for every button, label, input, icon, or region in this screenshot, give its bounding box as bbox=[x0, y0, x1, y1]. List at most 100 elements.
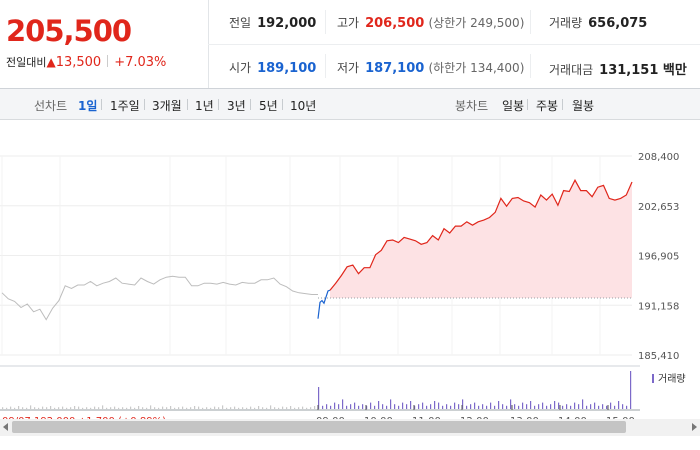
volume-bar bbox=[130, 406, 132, 409]
volume-bar bbox=[430, 404, 432, 409]
volume-bar bbox=[246, 407, 248, 409]
divider bbox=[250, 99, 251, 110]
low-value: 187,100 bbox=[365, 61, 425, 76]
prev-close: 전일 192,000 bbox=[229, 14, 316, 31]
divider bbox=[187, 99, 188, 110]
divider bbox=[107, 55, 109, 67]
volume-bar bbox=[270, 405, 272, 409]
tab-1week[interactable]: 1주일 bbox=[110, 99, 140, 113]
volume-bar bbox=[190, 407, 192, 409]
volume-bar bbox=[22, 407, 24, 409]
volume-bar bbox=[358, 405, 360, 409]
volume-bar bbox=[526, 404, 528, 409]
volume-bar bbox=[206, 407, 208, 409]
volume-bar bbox=[374, 405, 376, 409]
volume-bar bbox=[394, 404, 396, 409]
volume-bar bbox=[510, 399, 512, 409]
volume-bar bbox=[62, 406, 64, 409]
volume-bar bbox=[594, 402, 596, 409]
volume-bar bbox=[582, 399, 584, 409]
volume-bar bbox=[542, 402, 544, 409]
volume-bar bbox=[506, 405, 508, 409]
scrollbar-thumb[interactable] bbox=[12, 421, 626, 433]
tab-3month[interactable]: 3개월 bbox=[152, 99, 182, 113]
volume-bar bbox=[466, 405, 468, 409]
volume-bar bbox=[162, 406, 164, 409]
divider bbox=[144, 99, 145, 110]
scroll-left-icon[interactable] bbox=[3, 423, 8, 431]
volume-bar bbox=[602, 404, 604, 409]
volume-bar bbox=[422, 402, 424, 409]
volume-bar bbox=[530, 401, 532, 409]
change-label: 전일대비 bbox=[6, 56, 47, 69]
volume-bar bbox=[314, 406, 316, 409]
volume-bar bbox=[610, 402, 612, 409]
line-chart-title: 선차트 bbox=[34, 99, 68, 113]
volume-bar bbox=[150, 405, 152, 409]
tab-daily[interactable]: 일봉 bbox=[502, 99, 525, 113]
volume-bar bbox=[398, 405, 400, 409]
volume-bar bbox=[126, 407, 128, 409]
volume-bar bbox=[366, 405, 368, 409]
volume-bar bbox=[274, 407, 276, 409]
volume-bar bbox=[142, 407, 144, 409]
volume-bar bbox=[226, 407, 228, 409]
volume-bars bbox=[2, 371, 632, 409]
prev-close-value: 192,000 bbox=[257, 16, 317, 31]
current-price: 205,500 bbox=[6, 14, 132, 48]
upper-limit: (상한가 249,500) bbox=[428, 16, 525, 30]
series-today bbox=[329, 178, 633, 291]
volume-bar bbox=[454, 402, 456, 409]
volume-bar bbox=[562, 405, 564, 409]
candle-chart-title: 봉차트 bbox=[455, 99, 489, 113]
volume-bar bbox=[446, 404, 448, 409]
volume-bar bbox=[18, 406, 20, 409]
volume-bar bbox=[70, 407, 72, 409]
tab-1day[interactable]: 1일 bbox=[78, 99, 98, 113]
volume-bar bbox=[114, 406, 116, 409]
y-tick-label: 202,653 bbox=[638, 202, 679, 213]
volume-bar bbox=[266, 407, 268, 409]
volume-bar bbox=[302, 406, 304, 409]
divider bbox=[101, 99, 102, 110]
volume-bar bbox=[242, 407, 244, 409]
open-label: 시가 bbox=[229, 61, 252, 75]
high-label: 고가 bbox=[337, 16, 360, 30]
volume-bar bbox=[534, 405, 536, 409]
price-box: 205,500 전일대비▲13,500 +7.03% bbox=[0, 0, 209, 88]
tab-10year[interactable]: 10년 bbox=[290, 99, 317, 113]
tab-monthly[interactable]: 월봉 bbox=[572, 99, 595, 113]
y-tick-label: 196,905 bbox=[638, 252, 679, 263]
divider bbox=[562, 99, 563, 110]
y-tick-label: 191,158 bbox=[638, 301, 679, 312]
volume-bar bbox=[338, 404, 340, 409]
volume-bar bbox=[370, 402, 372, 409]
volume-bar bbox=[90, 407, 92, 409]
volume-bar bbox=[106, 407, 108, 409]
scroll-right-icon[interactable] bbox=[692, 423, 697, 431]
volume-bar bbox=[26, 407, 28, 409]
volume-bar bbox=[330, 405, 332, 409]
volume-bar bbox=[98, 407, 100, 409]
high-value: 206,500 bbox=[365, 16, 425, 31]
volume-bar bbox=[218, 407, 220, 409]
volume-bar bbox=[522, 402, 524, 409]
volume-bar bbox=[590, 404, 592, 409]
volume-bar bbox=[458, 404, 460, 409]
divider bbox=[527, 99, 528, 110]
series-prior-day bbox=[1, 275, 318, 321]
volume-bar bbox=[502, 404, 504, 409]
tab-5year[interactable]: 5년 bbox=[259, 99, 278, 113]
tab-3year[interactable]: 3년 bbox=[227, 99, 246, 113]
volume-bar bbox=[234, 406, 236, 409]
volume-bar bbox=[406, 404, 408, 409]
volume-bar bbox=[546, 405, 548, 409]
volume-bar bbox=[350, 404, 352, 409]
tab-weekly[interactable]: 주봉 bbox=[536, 99, 559, 113]
volume-legend-swatch bbox=[652, 374, 654, 383]
tab-1year[interactable]: 1년 bbox=[195, 99, 214, 113]
y-tick-label: 208,400 bbox=[638, 152, 679, 163]
volume-bar bbox=[566, 404, 568, 409]
volume: 거래량 656,075 bbox=[549, 14, 647, 31]
